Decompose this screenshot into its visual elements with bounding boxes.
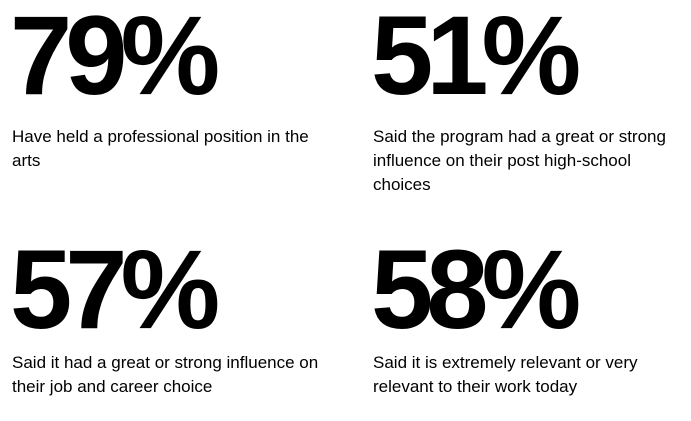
stat-value: 79% xyxy=(10,0,220,118)
stat-value: 51% xyxy=(371,0,581,118)
stat-description: Have held a professional position in the… xyxy=(12,127,309,170)
stat-description: Said it is extremely relevant or very re… xyxy=(373,353,638,396)
stat-block-work-relevance: 58% Said it is extremely relevant or ver… xyxy=(371,227,691,397)
stat-block-post-high-school-influence: 51% Said the program had a great or stro… xyxy=(371,0,691,194)
stat-description: Said the program had a great or strong i… xyxy=(373,127,666,194)
stat-value: 57% xyxy=(10,227,220,352)
stat-description: Said it had a great or strong influence … xyxy=(12,353,319,396)
stat-block-career-influence: 57% Said it had a great or strong influe… xyxy=(10,227,330,397)
stat-value: 58% xyxy=(371,227,581,352)
stat-block-professional-position: 79% Have held a professional position in… xyxy=(10,0,330,170)
